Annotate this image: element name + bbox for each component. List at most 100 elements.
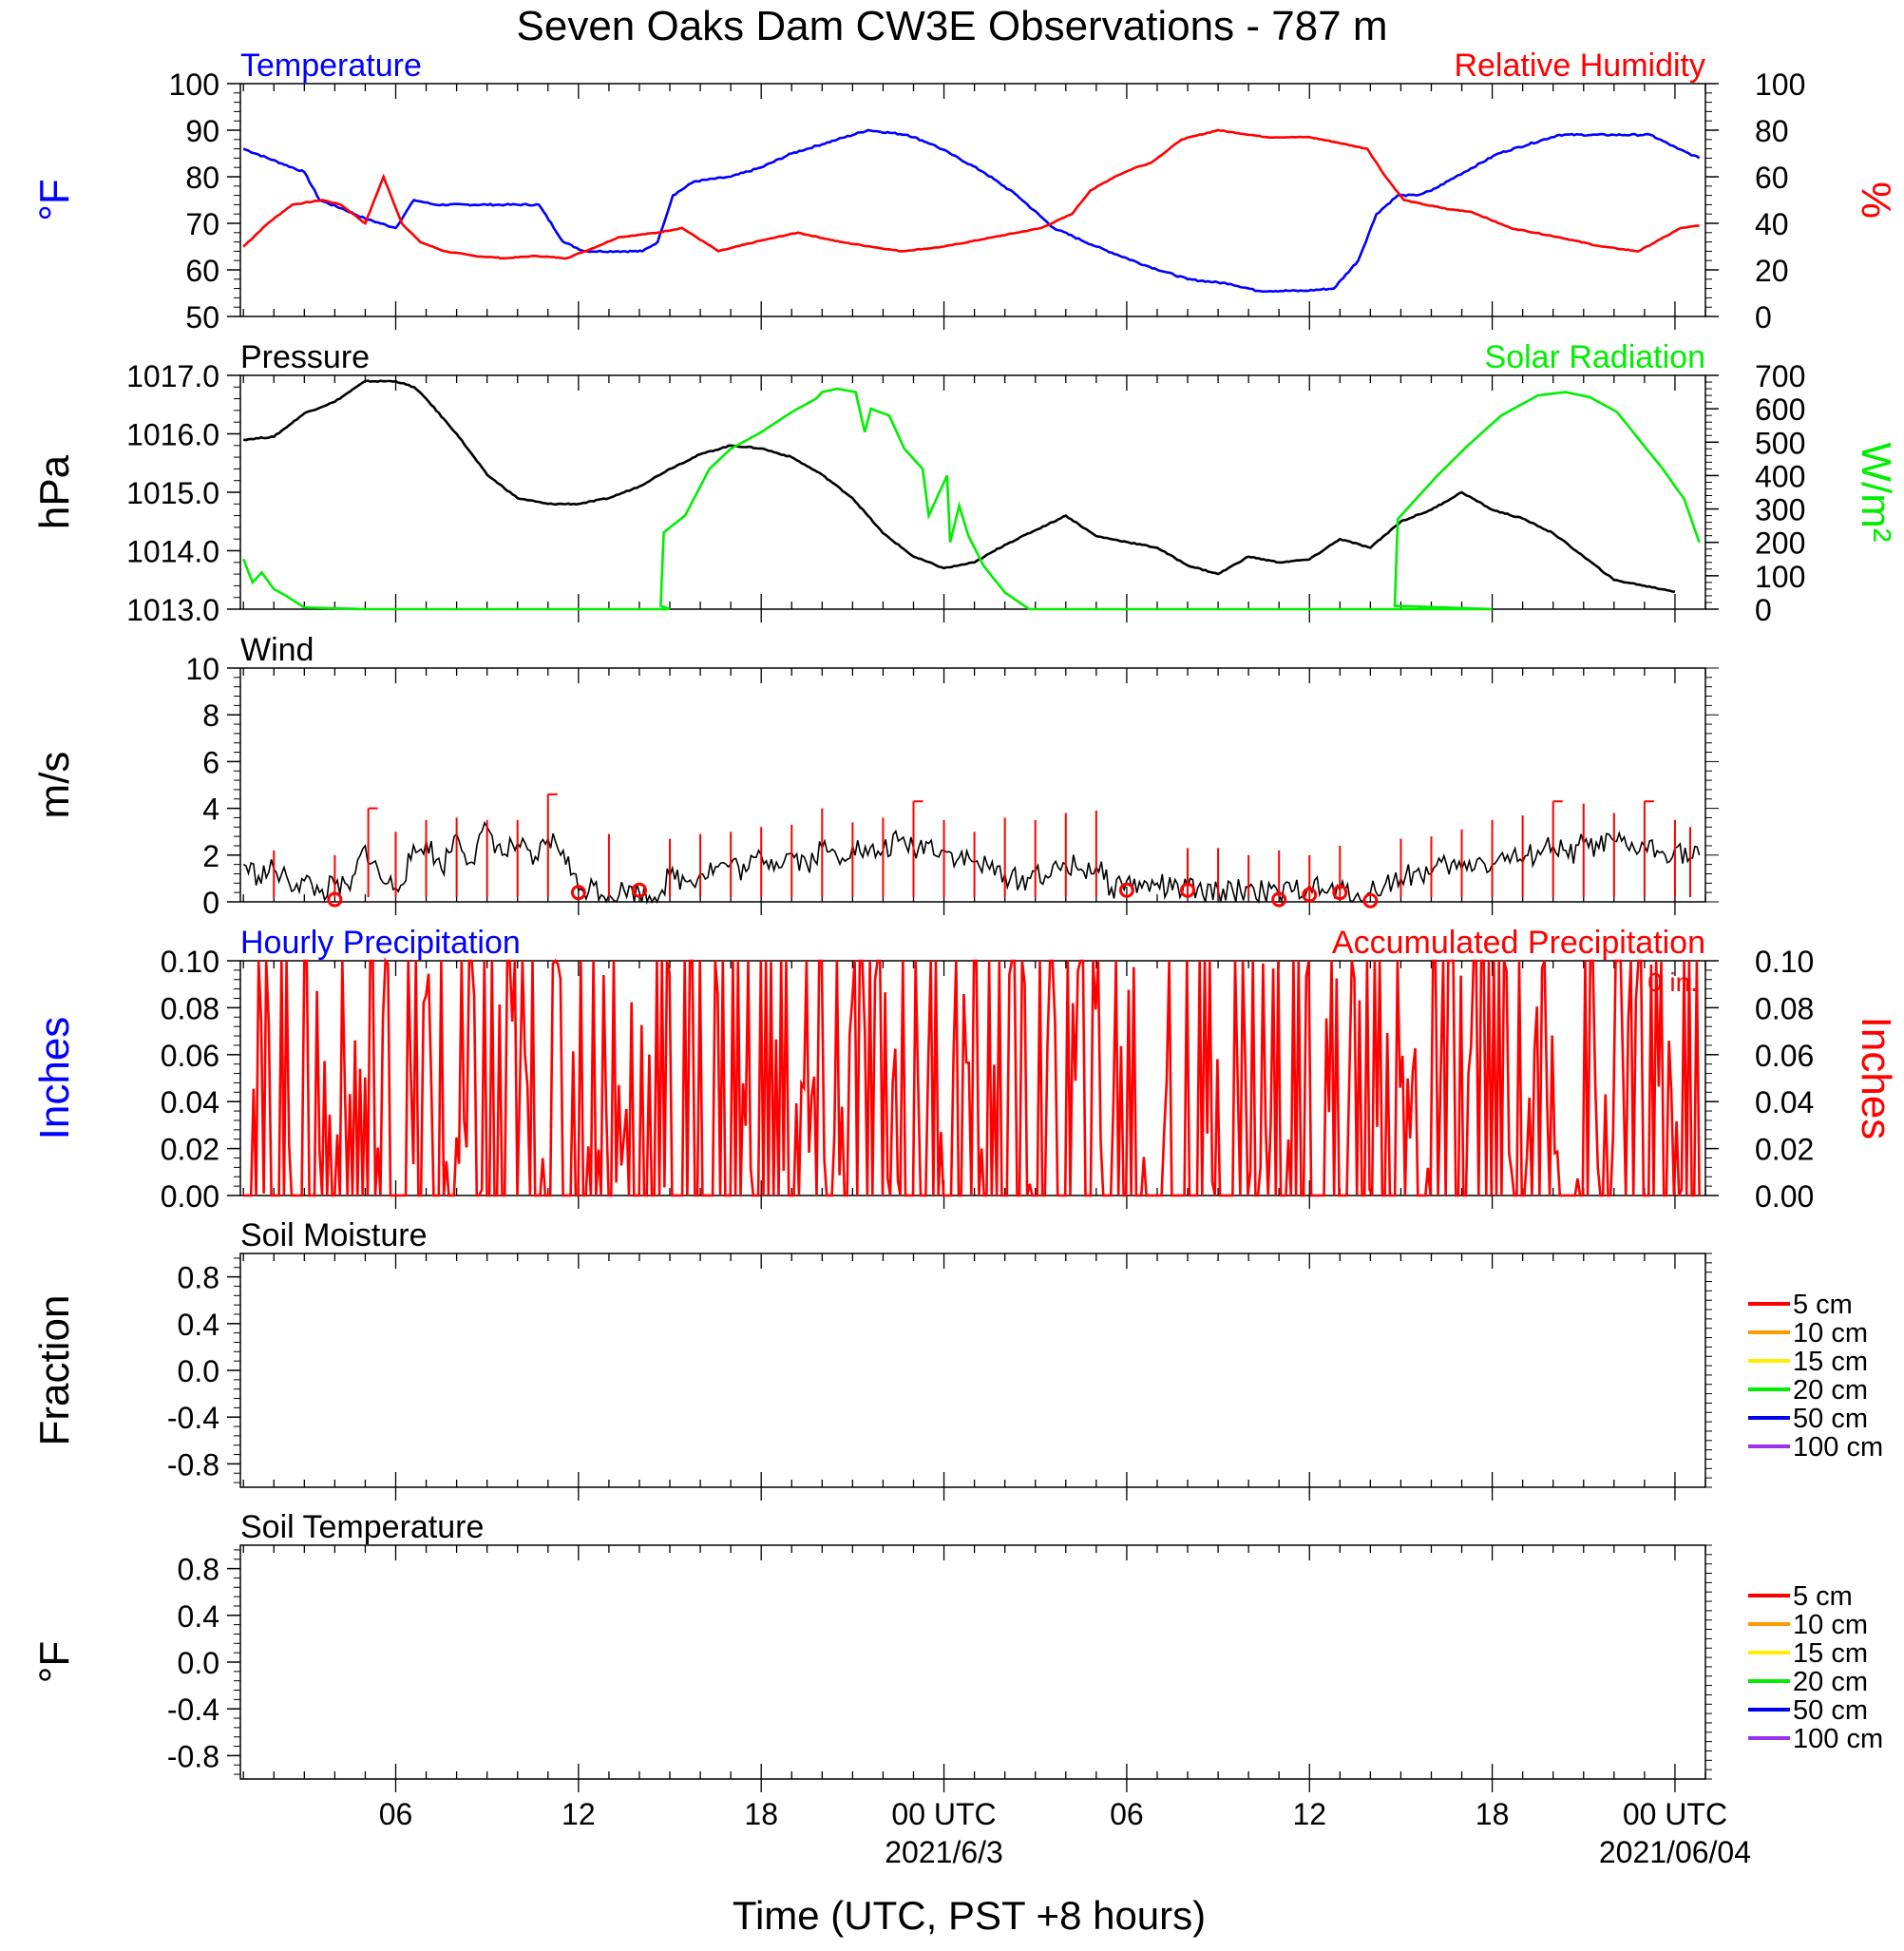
calm-marker: [1180, 882, 1196, 898]
y-tick-label-left: 0.08: [161, 991, 219, 1025]
y-tick-label-left: 0.00: [161, 1179, 219, 1214]
y-tick-label-left: 50: [185, 300, 219, 335]
legend-label: 50 cm: [1793, 1695, 1868, 1726]
y-tick-label-right: 20: [1755, 254, 1789, 288]
y-tick-label-left: 1015.0: [126, 476, 219, 510]
y-tick-label-left: -0.8: [167, 1447, 219, 1482]
y-tick-label-right: 0.00: [1755, 1179, 1814, 1214]
x-tick-label: 18: [1476, 1797, 1510, 1831]
calm-marker: [1271, 891, 1287, 908]
y-tick-label-right: 0.04: [1755, 1085, 1814, 1119]
y-axis-label-left: °F: [31, 179, 78, 220]
time-axis-label: Time (UTC, PST +8 hours): [733, 1893, 1206, 1938]
y-tick-label-left: 100: [169, 67, 219, 102]
legend-label: 20 cm: [1793, 1375, 1868, 1406]
y-axis-label-left: m/s: [31, 752, 78, 819]
y-tick-label-right: 80: [1755, 114, 1789, 148]
wind-speed-line: [242, 820, 1701, 905]
y-tick-label-left: 6: [202, 745, 219, 779]
y-tick-label-left: 0.06: [161, 1039, 219, 1073]
y-tick-label-right: 40: [1755, 207, 1789, 241]
accumulated-precipitation-line: [243, 957, 1701, 1197]
hourly-precipitation-title: Hourly Precipitation: [240, 925, 521, 961]
wind-title: Wind: [240, 632, 314, 668]
y-tick-label-left: 4: [202, 793, 219, 827]
y-axis-label-right: W/m²: [1853, 442, 1899, 542]
y-tick-label-left: 8: [202, 698, 219, 733]
calm-marker: [631, 882, 647, 898]
legend-label: 15 cm: [1793, 1347, 1868, 1377]
y-tick-label-right: 200: [1755, 526, 1805, 561]
x-tick-label: 18: [744, 1797, 778, 1831]
y-tick-label-right: 0: [1755, 593, 1772, 627]
y-tick-label-left: -0.4: [167, 1693, 219, 1727]
calm-marker: [1362, 892, 1379, 909]
soil-moisture-title: Soil Moisture: [240, 1217, 428, 1253]
y-tick-label-left: 0: [202, 886, 219, 920]
y-tick-label-right: 100: [1755, 560, 1805, 594]
y-tick-label-left: 70: [185, 207, 219, 241]
y-tick-label-left: 0.0: [178, 1354, 219, 1388]
time-axis: 06 12 18 00 UTC 2021/6/3 06 12 18 00 UTC 2021/06/…: [379, 1797, 1751, 1869]
y-tick-label-right: 500: [1755, 426, 1805, 460]
y-tick-label-left: -0.4: [167, 1401, 219, 1435]
legend-label: 100 cm: [1793, 1432, 1883, 1463]
legend-label: 10 cm: [1793, 1610, 1868, 1640]
legend-label: 5 cm: [1793, 1581, 1853, 1612]
y-tick-label-left: 0.0: [178, 1646, 219, 1680]
figure-title: Seven Oaks Dam CW3E Observations - 787 m: [517, 3, 1388, 49]
x-tick-label: 00 UTC: [1623, 1797, 1727, 1831]
y-tick-label-left: 60: [185, 254, 219, 288]
panel-3: 0 2 4 6 8 10 Wind m/s: [31, 632, 1719, 920]
y-axis-label-right: Inches: [1853, 1017, 1899, 1140]
y-tick-label-right: 400: [1755, 459, 1805, 493]
y-tick-label-left: 2: [202, 839, 219, 873]
y-tick-label-left: 1014.0: [126, 535, 219, 569]
calm-marker: [1302, 887, 1318, 903]
calm-marker: [570, 885, 586, 901]
y-tick-label-right: 0.02: [1755, 1133, 1814, 1167]
calm-marker: [1118, 882, 1134, 898]
y-axis-label-right: %: [1853, 182, 1899, 219]
legend-label: 15 cm: [1793, 1638, 1868, 1669]
panel-2: 1013.0 1014.0 1015.0 1016.0 1017.0 0100200300…: [31, 339, 1899, 627]
y-tick-label-left: 0.4: [178, 1308, 219, 1342]
y-tick-label-right: 0.08: [1755, 991, 1814, 1025]
legend-label: 5 cm: [1793, 1290, 1853, 1320]
y-tick-label-left: 1013.0: [126, 593, 219, 627]
plot-frame: [239, 1544, 1706, 1780]
x-tick-date: 2021/06/04: [1599, 1835, 1751, 1869]
pressure-line: [243, 379, 1675, 593]
y-tick-label-left: 0.10: [161, 945, 219, 979]
y-tick-label-left: 0.4: [178, 1599, 219, 1634]
y-tick-label-left: 80: [185, 161, 219, 195]
x-tick-label: 00 UTC: [891, 1797, 996, 1831]
solar-radiation-title: Solar Radiation: [1485, 339, 1705, 375]
y-tick-label-right: 0.06: [1755, 1039, 1814, 1073]
soil-temperature-title: Soil Temperature: [240, 1509, 484, 1545]
plot-frame: [239, 374, 1706, 610]
y-tick-label-right: 300: [1755, 493, 1805, 527]
y-tick-label-right: 600: [1755, 392, 1805, 427]
y-tick-label-left: 0.8: [178, 1261, 219, 1295]
y-tick-label-right: 0: [1755, 300, 1772, 335]
pressure-title: Pressure: [240, 339, 370, 375]
plot-frame: [239, 667, 1706, 903]
y-axis-label-left: °F: [31, 1641, 78, 1683]
relative-humidity-title: Relative Humidity: [1454, 48, 1705, 84]
legend-label: 100 cm: [1793, 1724, 1883, 1754]
y-tick-label-left: 10: [185, 652, 219, 686]
x-tick-date: 2021/6/3: [885, 1835, 1003, 1869]
y-tick-label-left: -0.8: [167, 1739, 219, 1773]
solar-radiation-line: [241, 387, 1701, 611]
plot-frame: [239, 1253, 1706, 1488]
x-tick-label: 06: [1110, 1797, 1144, 1831]
y-tick-label-right: 0.10: [1755, 945, 1814, 979]
panel-1: 50 60 70 80 90 100 0 20 40 60 80 100 Temperature Rela…: [31, 48, 1899, 335]
y-axis-label-left: hPa: [31, 454, 78, 529]
calm-marker: [327, 891, 343, 908]
y-tick-label-left: 0.8: [178, 1553, 219, 1587]
